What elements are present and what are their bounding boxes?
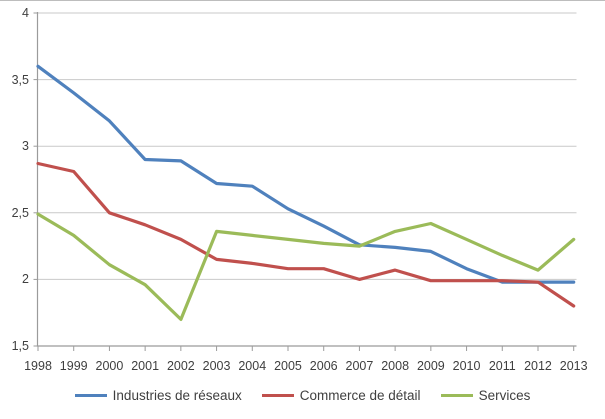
legend-item-commerce-de-detail: Commerce de détail (261, 388, 421, 403)
series-line-industries-de-r-seaux (36, 64, 576, 284)
x-tick-label: 1998 (24, 359, 52, 373)
series-line-services (36, 212, 576, 321)
y-tick-label: 2,5 (11, 205, 29, 220)
x-tick-label: 2008 (381, 359, 410, 373)
legend-item-services: Services (440, 388, 531, 403)
series-line-commerce-de-d-tail (36, 161, 576, 308)
x-tick-label: 2009 (416, 359, 445, 373)
x-tick-label: 2000 (95, 359, 124, 373)
x-tick-label: 2006 (309, 359, 338, 373)
x-tick-label: 2010 (452, 359, 481, 373)
y-tick-label: 3,5 (11, 72, 29, 87)
legend-label: Commerce de détail (299, 388, 421, 403)
x-tick-label: 2001 (131, 359, 160, 373)
x-tick-label: 2007 (345, 359, 374, 373)
legend-line-swatch-blue (74, 394, 107, 397)
y-tick-label: 4 (22, 6, 29, 20)
x-tick-label: 1999 (59, 359, 88, 373)
x-tick-label: 2003 (202, 359, 231, 373)
x-tick-label: 2012 (524, 359, 552, 373)
y-tick-label: 2 (22, 272, 29, 287)
x-tick-label: 2013 (559, 359, 588, 373)
x-tick-label: 2011 (488, 359, 516, 373)
y-tick-label: 1,5 (11, 339, 29, 353)
chart-legend: Industries de réseaux Commerce de détail… (0, 388, 605, 403)
y-tick-label: 3 (22, 139, 29, 154)
x-tick-label: 2005 (274, 359, 302, 373)
legend-label: Services (478, 388, 531, 403)
legend-line-swatch-red (261, 394, 294, 397)
x-tick-label: 2004 (238, 359, 267, 373)
x-tick-label: 2002 (166, 359, 195, 373)
legend-item-industries-de-reseaux: Industries de réseaux (74, 388, 242, 403)
legend-label: Industries de réseaux (112, 388, 242, 403)
legend-line-swatch-green (440, 394, 473, 397)
